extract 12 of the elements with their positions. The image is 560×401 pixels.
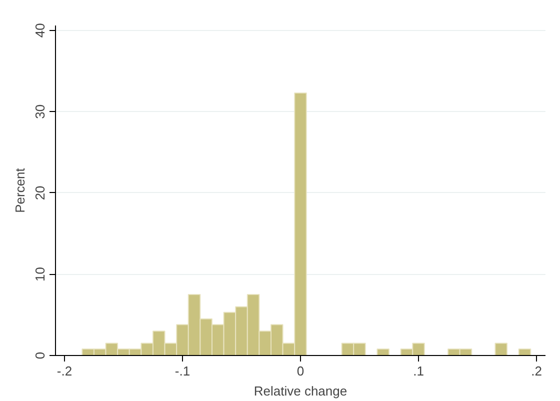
y-axis-title: Percent <box>12 168 28 213</box>
x-axis-title: Relative change <box>254 384 348 398</box>
x-tick-label: 0 <box>296 364 304 378</box>
y-tick-label: 30 <box>32 104 48 119</box>
y-tick-label: 40 <box>32 23 48 38</box>
y-tick-label: 10 <box>32 266 48 282</box>
x-tick-label: -.2 <box>56 364 72 378</box>
x-tick-label: -.1 <box>174 364 190 378</box>
x-tick-label: .1 <box>413 364 424 378</box>
y-tick-label: 0 <box>32 352 48 360</box>
y-tick-label: 20 <box>32 186 48 200</box>
x-tick-label: .2 <box>531 364 542 378</box>
